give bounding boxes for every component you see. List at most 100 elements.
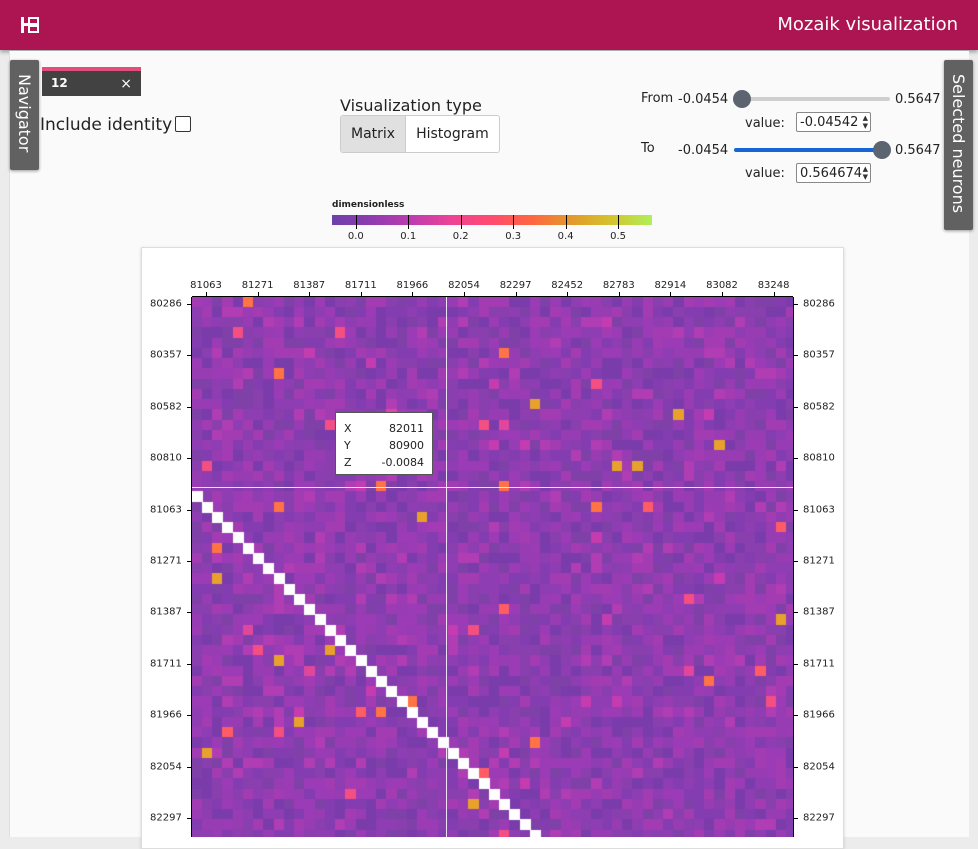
from-value-label: value: [745, 116, 785, 131]
y-tick-mark [187, 458, 192, 460]
y-tick-label-left: 80357 [150, 349, 182, 361]
y-tick-label-right: 80357 [803, 349, 835, 361]
from-slider-thumb[interactable] [733, 90, 751, 108]
histogram-button[interactable]: Histogram [416, 126, 489, 142]
to-max-label: 0.5647 [895, 143, 941, 158]
to-slider-thumb[interactable] [873, 141, 891, 159]
colorbar-tick-label: 0.1 [400, 231, 417, 242]
y-tick-label-left: 81271 [150, 555, 182, 567]
y-tick-mark [793, 509, 798, 511]
matrix-heatmap[interactable] [192, 297, 793, 837]
y-tick-label-left: 81063 [150, 504, 182, 516]
x-axis-line [192, 296, 793, 297]
x-tick-mark [773, 292, 775, 297]
y-tick-label-right: 82054 [803, 761, 835, 773]
to-min-label: -0.0454 [678, 143, 729, 158]
y-tick-label-left: 81387 [150, 606, 182, 618]
x-tick-label: 81271 [241, 280, 274, 291]
y-tick-label-left: 81966 [150, 709, 182, 721]
x-tick-label: 81387 [293, 280, 326, 291]
tab-12[interactable]: 12 × [42, 67, 141, 96]
navigator-tab-label: Navigator [15, 74, 34, 153]
y-tick-label-right: 81271 [803, 555, 835, 567]
from-label: From [641, 91, 674, 106]
close-icon[interactable]: × [120, 76, 132, 92]
y-tick-label-right: 82297 [803, 812, 835, 824]
to-value-text: 0.564674 [800, 166, 863, 181]
y-tick-label-right: 81063 [803, 504, 835, 516]
from-value-text: -0.04542 [800, 115, 859, 130]
x-tick-label: 81966 [396, 280, 429, 291]
tooltip-key: Y [344, 439, 351, 452]
y-tick-mark [187, 715, 192, 717]
y-tick-mark [187, 612, 192, 614]
tooltip-value: -0.0084 [381, 456, 424, 469]
x-tick-label: 81711 [344, 280, 377, 291]
navigator-tab[interactable]: Navigator [10, 60, 39, 170]
x-tick-label: 82297 [499, 280, 532, 291]
y-tick-mark [187, 663, 192, 665]
to-slider-track[interactable] [734, 148, 882, 152]
y-tick-mark [187, 304, 192, 305]
y-axis-line-left [191, 297, 192, 837]
colorbar-tick [618, 215, 620, 229]
x-tick-mark [567, 292, 569, 297]
x-tick-label: 82783 [602, 280, 635, 291]
matrix-button[interactable]: Matrix [341, 116, 407, 152]
y-tick-mark [793, 663, 798, 665]
y-tick-mark [187, 355, 192, 357]
x-tick-label: 83082 [706, 280, 738, 291]
x-tick-label: 82054 [448, 280, 480, 291]
y-tick-label-right: 81711 [803, 658, 835, 670]
to-value-input[interactable]: 0.564674 ▲ ▼ [796, 163, 871, 183]
tooltip-key: Z [344, 456, 352, 469]
spinner-icon[interactable]: ▲ ▼ [862, 114, 868, 130]
x-tick-mark [618, 292, 620, 297]
y-tick-mark [187, 561, 192, 562]
tree-structure-icon[interactable] [20, 16, 40, 34]
y-tick-mark [793, 818, 798, 819]
tooltip-value: 80900 [389, 439, 424, 452]
y-tick-label-left: 82297 [150, 812, 182, 824]
x-tick-label: 82452 [551, 280, 584, 291]
y-tick-label-left: 80582 [150, 401, 182, 413]
from-max-label: 0.5647 [895, 92, 941, 107]
colorbar [332, 215, 652, 225]
x-tick-mark [360, 292, 362, 297]
y-tick-label-right: 81966 [803, 709, 835, 721]
from-min-label: -0.0454 [678, 92, 729, 107]
selected-neurons-tab[interactable]: Selected neurons [944, 60, 973, 230]
app-title: Mozaik visualization [777, 14, 958, 35]
colorbar-tick [460, 215, 462, 229]
colorbar-tick-label: 0.2 [452, 231, 469, 242]
crosshair-horizontal [192, 487, 793, 488]
x-tick-mark [515, 292, 517, 297]
colorbar-tick [408, 215, 410, 229]
y-tick-label-left: 80286 [150, 298, 182, 310]
from-slider-track[interactable] [734, 97, 890, 101]
tooltip-key: X [344, 422, 352, 435]
app-header: Mozaik visualization [0, 0, 978, 50]
x-tick-mark [464, 292, 465, 297]
colorbar-tick [565, 215, 567, 229]
colorbar-tick-label: 0.3 [505, 231, 522, 242]
y-tick-label-right: 80286 [803, 298, 835, 310]
colorbar-tick-label: 0.4 [557, 231, 574, 242]
y-axis-line-right [793, 297, 794, 837]
include-identity-checkbox[interactable] [175, 116, 191, 132]
tooltip-row-z: Z -0.0084 [344, 456, 424, 472]
from-value-input[interactable]: -0.04542 ▲ ▼ [796, 112, 871, 132]
y-tick-mark [793, 304, 798, 305]
y-tick-label-right: 81387 [803, 606, 835, 618]
x-tick-mark [206, 292, 207, 297]
to-value-label: value: [745, 166, 785, 181]
tooltip-row-x: X 82011 [344, 422, 424, 438]
x-tick-mark [722, 292, 723, 297]
x-tick-label: 83248 [757, 280, 790, 291]
visualization-type-toggle: Matrix Histogram [340, 115, 500, 153]
y-tick-mark [793, 766, 798, 768]
matrix-tooltip: X 82011 Y 80900 Z -0.0084 [335, 412, 433, 475]
spinner-icon[interactable]: ▲ ▼ [862, 165, 868, 181]
colorbar-tick-label: 0.0 [347, 231, 364, 242]
x-tick-mark [412, 292, 414, 297]
